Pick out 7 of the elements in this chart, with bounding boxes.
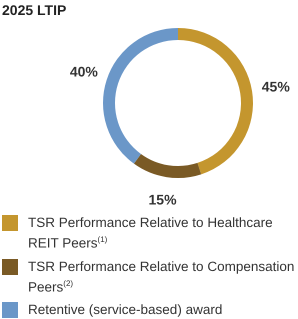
- chart-title: 2025 LTIP: [2, 2, 66, 18]
- legend-label: TSR Performance Relative to Healthcare REIT Peers$^{(1)}$: [28, 214, 274, 252]
- data-label: 45%: [262, 78, 290, 94]
- legend-label: TSR Performance Relative to Compensation Peers$^{(2)}$: [28, 258, 296, 295]
- legend-label: Retentive (service-based) award: [28, 301, 222, 318]
- data-label: 40%: [70, 63, 98, 80]
- data-label: 15%: [148, 192, 178, 208]
